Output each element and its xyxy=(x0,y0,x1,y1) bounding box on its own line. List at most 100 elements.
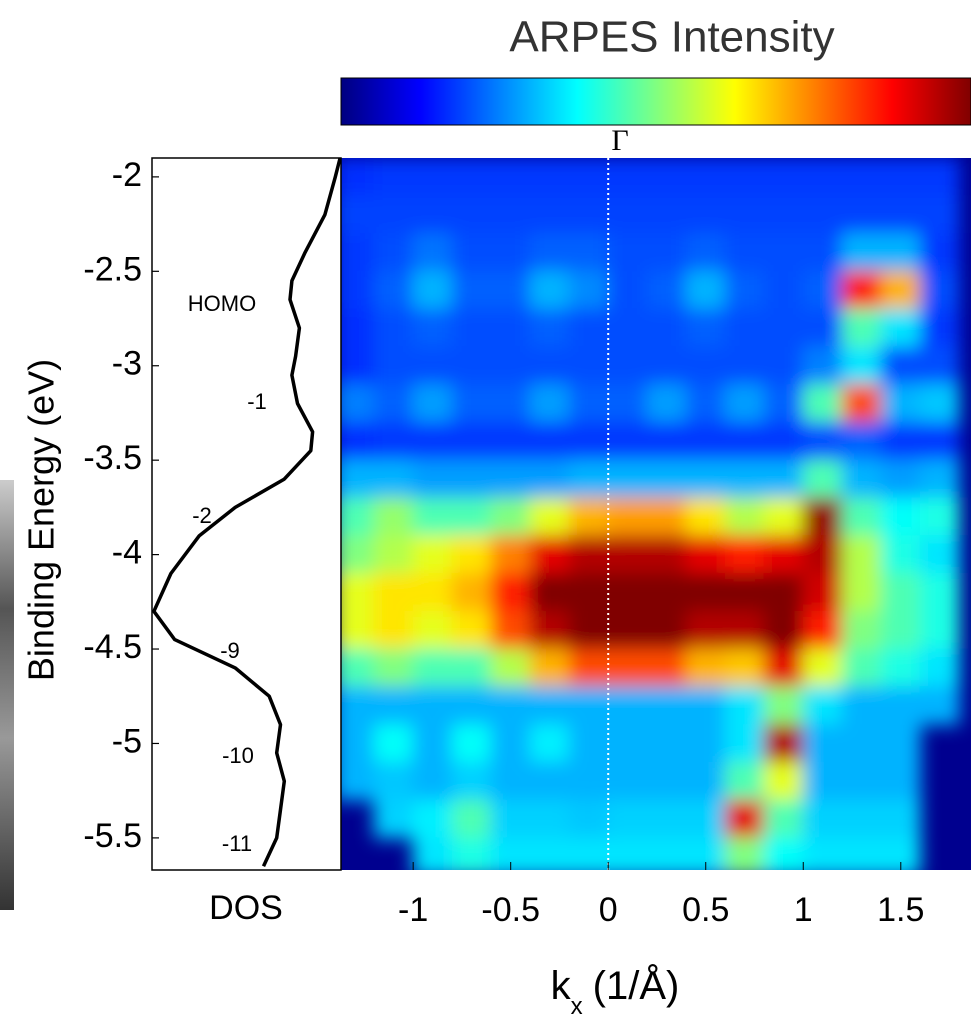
heat-cell xyxy=(451,610,492,650)
x-tick-label: 0.5 xyxy=(682,891,729,929)
heat-cell xyxy=(724,308,765,348)
heat-cell xyxy=(880,497,921,537)
heat-cell xyxy=(841,270,882,310)
heat-cell xyxy=(763,724,804,763)
heat-cell xyxy=(373,308,414,348)
heat-cell xyxy=(529,421,570,461)
heat-cell xyxy=(490,572,531,612)
y-tick-label: -4.5 xyxy=(83,628,142,666)
heat-cell xyxy=(763,459,804,499)
heat-cell xyxy=(412,761,453,801)
heat-cell xyxy=(607,761,648,801)
heat-cell xyxy=(341,610,375,650)
peak-label: -1 xyxy=(247,389,267,414)
heat-cell xyxy=(529,270,570,310)
x-tick-label: 0 xyxy=(599,891,618,929)
heat-cell xyxy=(802,421,843,461)
heat-cell xyxy=(763,799,804,839)
heat-cell xyxy=(490,195,531,235)
heat-cell xyxy=(880,799,921,839)
heat-cell xyxy=(451,346,492,386)
heat-cell xyxy=(880,724,921,763)
heat-cell xyxy=(802,497,843,537)
heat-cell xyxy=(451,233,492,272)
heat-cell xyxy=(607,572,648,612)
heat-cell xyxy=(529,158,570,197)
heat-cell xyxy=(802,270,843,310)
heat-cell xyxy=(880,535,921,574)
heat-cell xyxy=(802,535,843,574)
heat-cell xyxy=(490,233,531,272)
heat-cell xyxy=(880,270,921,310)
heat-cell xyxy=(763,270,804,310)
heat-cell xyxy=(646,799,687,839)
heat-cell xyxy=(685,195,726,235)
heat-cell xyxy=(607,686,648,726)
heat-cell xyxy=(341,686,375,726)
heat-cell xyxy=(607,421,648,461)
heat-cell xyxy=(373,648,414,688)
heat-cell xyxy=(451,384,492,423)
heat-cell xyxy=(412,610,453,650)
heat-cell xyxy=(919,610,960,650)
heat-cell xyxy=(373,421,414,461)
heat-cell xyxy=(880,384,921,423)
heat-cell xyxy=(607,837,648,870)
heat-cell xyxy=(568,158,609,197)
heat-cell xyxy=(529,346,570,386)
heat-cell xyxy=(919,497,960,537)
heat-cell xyxy=(568,761,609,801)
heat-cell xyxy=(646,686,687,726)
heat-cell xyxy=(763,497,804,537)
heat-cell xyxy=(341,195,375,235)
heat-cell xyxy=(568,572,609,612)
dos-curve xyxy=(152,157,342,867)
heat-cell xyxy=(412,270,453,310)
peak-label: HOMO xyxy=(188,291,256,316)
heat-cell xyxy=(529,648,570,688)
heat-cell xyxy=(607,158,648,197)
heat-cell xyxy=(919,535,960,574)
heat-cell xyxy=(724,724,765,763)
heat-cell xyxy=(919,195,960,235)
heat-cell xyxy=(490,346,531,386)
heat-cell xyxy=(412,837,453,870)
heat-cell xyxy=(685,686,726,726)
heat-cell xyxy=(373,572,414,612)
heat-cell xyxy=(724,497,765,537)
heat-cell xyxy=(490,724,531,763)
heat-cell xyxy=(568,459,609,499)
heat-cell xyxy=(841,837,882,870)
heat-cell xyxy=(341,535,375,574)
heat-cell xyxy=(646,270,687,310)
heat-cell xyxy=(490,459,531,499)
heat-cell xyxy=(685,648,726,688)
heat-cell xyxy=(841,421,882,461)
heat-cell xyxy=(568,535,609,574)
heat-cell xyxy=(646,837,687,870)
heat-cell xyxy=(841,686,882,726)
heat-cell xyxy=(412,308,453,348)
heat-cell xyxy=(880,233,921,272)
heat-cell xyxy=(724,837,765,870)
heat-cell xyxy=(451,459,492,499)
heat-cell xyxy=(490,497,531,537)
heat-cell xyxy=(880,158,921,197)
peak-label: -11 xyxy=(222,831,252,856)
heat-cell xyxy=(685,459,726,499)
heat-cell xyxy=(685,497,726,537)
heat-cell xyxy=(763,761,804,801)
heat-cell xyxy=(919,158,960,197)
heat-cell xyxy=(763,384,804,423)
heat-cell xyxy=(373,270,414,310)
heat-cell xyxy=(841,610,882,650)
heat-cell xyxy=(880,610,921,650)
heat-cell xyxy=(451,497,492,537)
heat-cell xyxy=(568,724,609,763)
heat-cell xyxy=(763,572,804,612)
heat-cell xyxy=(568,497,609,537)
heat-cell xyxy=(373,158,414,197)
heat-cell xyxy=(763,610,804,650)
heat-cell xyxy=(341,572,375,612)
